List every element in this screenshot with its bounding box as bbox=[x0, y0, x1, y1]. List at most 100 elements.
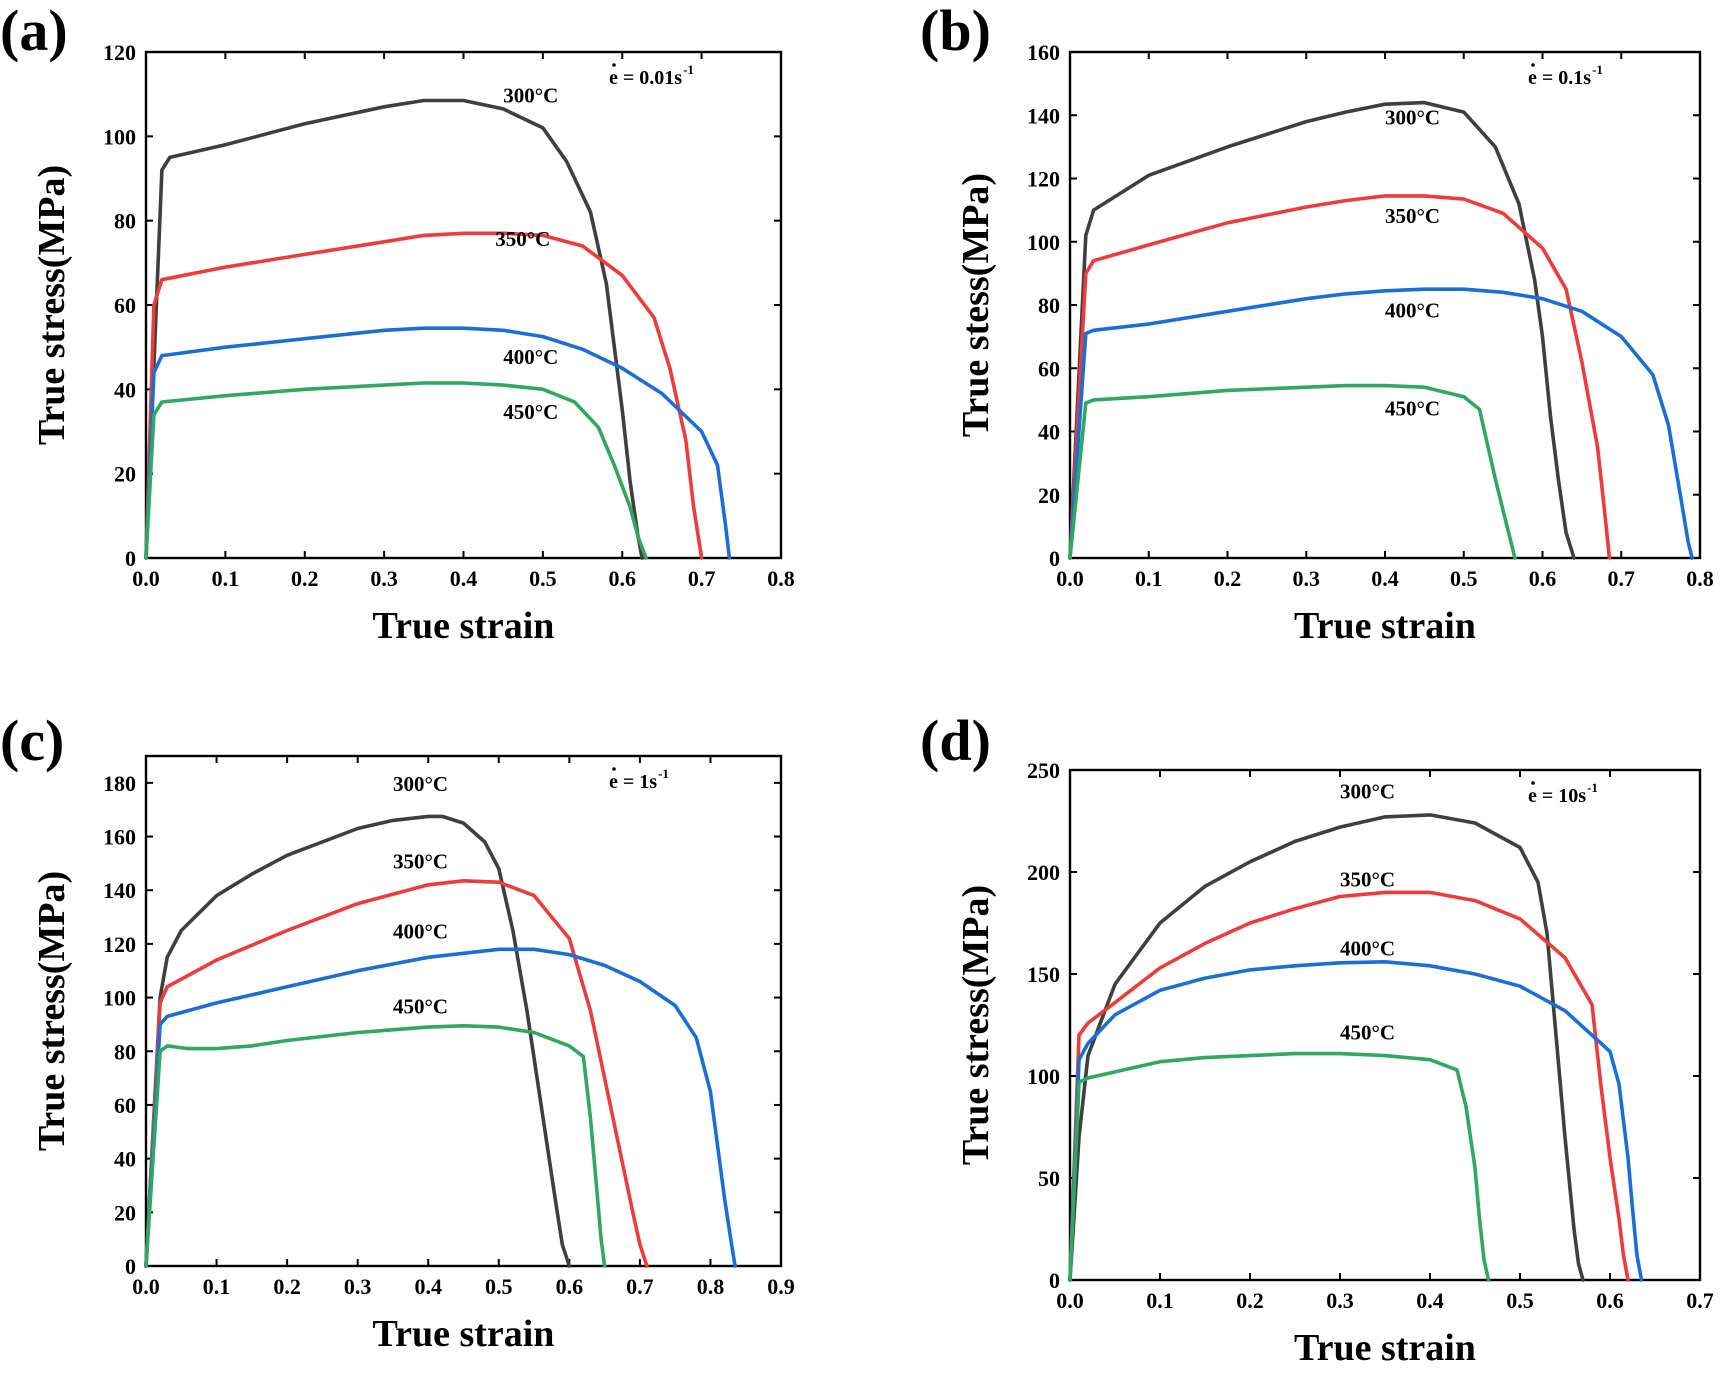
x-tick-label: 0.8 bbox=[697, 1274, 725, 1299]
x-tick-label: 0.6 bbox=[556, 1274, 584, 1299]
series-label-T450: 450°C bbox=[1340, 1020, 1395, 1044]
x-tick-label: 0.5 bbox=[1450, 566, 1478, 591]
series-label-T400: 400°C bbox=[393, 920, 448, 944]
y-tick-label: 50 bbox=[1038, 1166, 1060, 1191]
y-tick-label: 100 bbox=[103, 124, 136, 149]
y-tick-label: 60 bbox=[114, 1093, 136, 1118]
plot-frame bbox=[144, 50, 783, 560]
y-axis-title: True stess(MPa) bbox=[955, 173, 997, 437]
series-line-T300 bbox=[1068, 813, 1585, 1282]
x-axis-title: True strain bbox=[373, 1313, 555, 1355]
strain-rate-exponent: -1 bbox=[1592, 62, 1603, 77]
x-tick-label: 0.7 bbox=[688, 566, 716, 591]
x-tick-label: 0.0 bbox=[1056, 566, 1084, 591]
x-tick-label: 0.6 bbox=[1529, 566, 1557, 591]
series-label-T300: 300°C bbox=[1385, 106, 1440, 130]
y-axis-title: True stress(MPa) bbox=[31, 165, 73, 445]
rate-dot bbox=[1531, 781, 1535, 785]
y-tick-label: 250 bbox=[1027, 758, 1060, 783]
series-line-T300 bbox=[144, 98, 644, 560]
strain-rate-label: e = 10s bbox=[1528, 785, 1586, 807]
x-tick-label: 0.1 bbox=[212, 566, 240, 591]
y-tick-label: 120 bbox=[103, 932, 136, 957]
x-axis-title: True strain bbox=[373, 605, 555, 647]
series-label-T450: 450°C bbox=[393, 995, 448, 1019]
y-tick-label: 140 bbox=[103, 878, 136, 903]
strain-rate-label: e = 0.01s bbox=[609, 67, 682, 89]
y-tick-label: 40 bbox=[114, 377, 136, 402]
y-tick-label: 0 bbox=[1049, 1268, 1060, 1293]
x-tick-label: 0.1 bbox=[203, 1274, 231, 1299]
panel-letter: (b) bbox=[920, 0, 991, 63]
series-label-T350: 350°C bbox=[1340, 867, 1395, 891]
strain-rate-label: e = 0.1s bbox=[1528, 67, 1591, 89]
x-tick-label: 0.8 bbox=[1686, 566, 1714, 591]
x-axis-title: True strain bbox=[1294, 1327, 1476, 1369]
y-tick-label: 200 bbox=[1027, 860, 1060, 885]
series-label-T400: 400°C bbox=[1340, 937, 1395, 961]
x-tick-label: 0.4 bbox=[1371, 566, 1399, 591]
x-tick-label: 0.1 bbox=[1146, 1288, 1174, 1313]
y-tick-label: 120 bbox=[103, 40, 136, 65]
y-tick-label: 60 bbox=[1038, 356, 1060, 381]
series-line-T450 bbox=[1068, 1051, 1491, 1282]
y-tick-label: 40 bbox=[114, 1147, 136, 1172]
x-tick-label: 0.4 bbox=[414, 1274, 442, 1299]
series-label-T450: 450°C bbox=[503, 400, 558, 424]
x-tick-label: 0.8 bbox=[767, 566, 795, 591]
y-axis-title: True stress(MPa) bbox=[955, 885, 997, 1165]
x-tick-label: 0.5 bbox=[1506, 1288, 1534, 1313]
series-label-T400: 400°C bbox=[503, 345, 558, 369]
y-tick-label: 0 bbox=[125, 1254, 136, 1279]
y-tick-label: 150 bbox=[1027, 962, 1060, 987]
y-tick-label: 120 bbox=[1027, 167, 1060, 192]
x-tick-label: 0.2 bbox=[273, 1274, 301, 1299]
strain-rate-exponent: -1 bbox=[683, 62, 694, 77]
series-label-T450: 450°C bbox=[1385, 397, 1440, 421]
x-tick-label: 0.7 bbox=[1608, 566, 1636, 591]
y-tick-label: 100 bbox=[1027, 1064, 1060, 1089]
y-tick-label: 60 bbox=[114, 293, 136, 318]
x-tick-label: 0.0 bbox=[132, 566, 160, 591]
x-tick-label: 0.1 bbox=[1135, 566, 1163, 591]
x-tick-label: 0.7 bbox=[626, 1274, 654, 1299]
y-tick-label: 160 bbox=[103, 825, 136, 850]
x-tick-label: 0.2 bbox=[1214, 566, 1242, 591]
chart-panel-2: (b) 0.0 0.1 0.2 0.3 0.4 0.5 0.6 0.7 0.8 0 20 40 60 80 1… bbox=[920, 0, 1714, 647]
series-label-T300: 300°C bbox=[393, 772, 448, 796]
y-tick-label: 0 bbox=[125, 546, 136, 571]
x-tick-label: 0.5 bbox=[485, 1274, 513, 1299]
series-label-T300: 300°C bbox=[1340, 780, 1395, 804]
y-tick-label: 80 bbox=[114, 1039, 136, 1064]
series-line-T450 bbox=[144, 381, 648, 560]
x-axis-title: True strain bbox=[1294, 605, 1476, 647]
y-tick-label: 100 bbox=[103, 986, 136, 1011]
strain-rate-label: e = 1s bbox=[609, 771, 657, 793]
strain-rate-exponent: -1 bbox=[658, 766, 669, 781]
y-axis-title: True stress(MPa) bbox=[31, 871, 73, 1151]
x-tick-label: 0.6 bbox=[1596, 1288, 1624, 1313]
series-label-T350: 350°C bbox=[1385, 204, 1440, 228]
y-tick-label: 180 bbox=[103, 771, 136, 796]
x-tick-label: 0.3 bbox=[1293, 566, 1321, 591]
series-line-T400 bbox=[144, 947, 737, 1268]
y-tick-label: 0 bbox=[1049, 546, 1060, 571]
panel-letter: (c) bbox=[0, 708, 64, 773]
plot-frame bbox=[1068, 768, 1702, 1282]
series-line-T400 bbox=[1068, 960, 1644, 1282]
x-tick-label: 0.4 bbox=[450, 566, 478, 591]
y-tick-label: 20 bbox=[1038, 483, 1060, 508]
x-tick-label: 0.7 bbox=[1686, 1288, 1714, 1313]
x-tick-label: 0.3 bbox=[1326, 1288, 1354, 1313]
series-label-T350: 350°C bbox=[495, 227, 550, 251]
rate-dot bbox=[612, 767, 616, 771]
y-tick-label: 40 bbox=[1038, 420, 1060, 445]
series-line-T300 bbox=[144, 814, 572, 1268]
x-tick-label: 0.6 bbox=[609, 566, 637, 591]
chart-panel-4: (d) 0.0 0.1 0.2 0.3 0.4 0.5 0.6 0.7 0 50 100 150 200 2… bbox=[920, 708, 1714, 1369]
y-tick-label: 80 bbox=[1038, 293, 1060, 318]
chart-panel-1: (a) 0.0 0.1 0.2 0.3 0.4 0.5 0.6 0.7 0.8 0 20 40 60 80 1… bbox=[0, 0, 795, 647]
y-tick-label: 20 bbox=[114, 462, 136, 487]
series-line-T350 bbox=[1068, 194, 1612, 560]
